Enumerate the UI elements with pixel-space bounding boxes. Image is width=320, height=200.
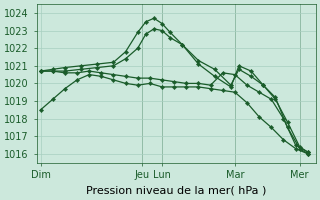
- X-axis label: Pression niveau de la mer( hPa ): Pression niveau de la mer( hPa ): [86, 186, 266, 196]
